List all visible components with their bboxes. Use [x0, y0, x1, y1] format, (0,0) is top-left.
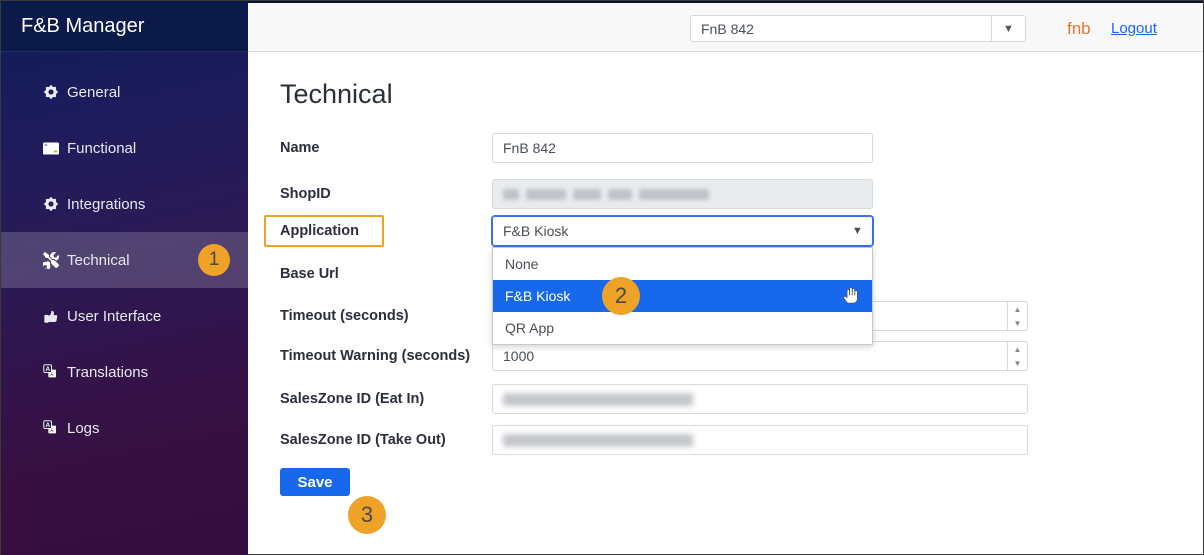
- svg-text:A: A: [45, 366, 50, 373]
- svg-text:A: A: [45, 422, 50, 429]
